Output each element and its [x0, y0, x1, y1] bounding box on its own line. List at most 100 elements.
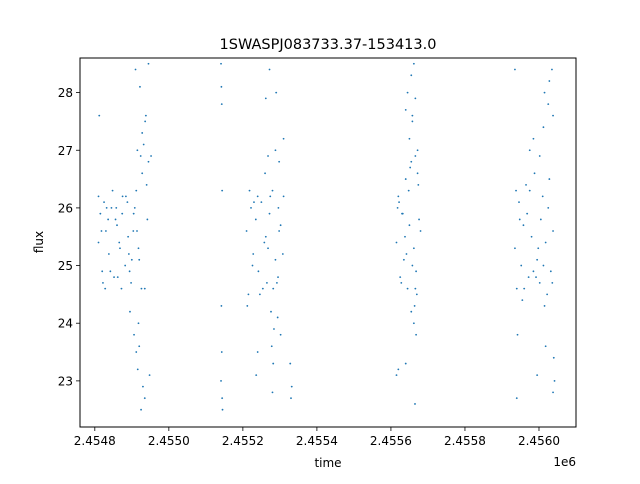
data-point	[553, 379, 556, 382]
data-point	[412, 247, 415, 250]
data-point	[136, 230, 138, 232]
data-point	[144, 114, 147, 117]
data-point	[407, 189, 410, 192]
data-point	[126, 201, 129, 204]
data-point	[137, 247, 140, 250]
plot-area-frame	[79, 57, 577, 428]
data-point	[270, 310, 272, 313]
data-point	[412, 322, 415, 325]
data-point	[146, 218, 149, 221]
data-point	[539, 218, 542, 221]
data-point	[138, 258, 141, 261]
data-point	[254, 218, 257, 221]
data-point	[276, 281, 278, 284]
data-point	[142, 143, 145, 146]
data-point	[136, 368, 139, 371]
data-point	[515, 189, 517, 192]
data-point	[142, 385, 144, 388]
data-point	[269, 195, 272, 198]
data-point	[272, 287, 275, 290]
data-point	[552, 356, 555, 359]
data-point	[270, 345, 273, 348]
data-point	[548, 80, 551, 82]
data-point	[250, 207, 252, 209]
data-point	[528, 189, 531, 192]
data-point	[404, 362, 407, 365]
x-tick-label: 2.4548	[74, 434, 116, 448]
data-point	[523, 287, 526, 290]
data-point	[413, 305, 416, 307]
data-point	[401, 212, 404, 215]
data-point	[107, 253, 110, 255]
data-point	[536, 258, 539, 261]
data-point	[532, 270, 535, 273]
data-points	[97, 62, 556, 411]
data-point	[289, 362, 292, 365]
data-point	[408, 137, 411, 140]
data-point	[415, 333, 417, 336]
x-tick-label: 2.4552	[222, 434, 264, 448]
data-point	[221, 397, 224, 400]
data-point	[411, 264, 414, 267]
data-point	[415, 270, 417, 273]
data-point	[278, 160, 281, 163]
data-point	[275, 91, 278, 94]
x-tick-label: 2.4556	[370, 434, 412, 448]
data-point	[130, 258, 133, 261]
data-point	[220, 62, 222, 65]
data-point	[257, 270, 260, 273]
data-point	[404, 235, 406, 238]
data-point	[113, 276, 115, 278]
data-point	[105, 230, 107, 232]
data-point	[546, 293, 549, 296]
data-point	[282, 195, 285, 198]
data-point	[121, 212, 124, 215]
data-point	[128, 270, 131, 273]
data-point	[98, 114, 101, 117]
x-axis-offset-label: 1e6	[553, 455, 576, 469]
data-point	[522, 224, 525, 227]
data-point	[290, 397, 292, 400]
data-point	[414, 97, 417, 100]
data-point	[124, 264, 127, 267]
data-point	[268, 68, 271, 71]
data-point	[543, 91, 546, 94]
data-point	[398, 201, 400, 204]
data-point	[416, 149, 419, 152]
data-point	[551, 281, 554, 284]
data-point	[536, 374, 539, 377]
data-point	[277, 276, 279, 278]
data-point	[409, 166, 412, 169]
data-point	[140, 287, 143, 290]
data-point	[272, 362, 275, 365]
data-point	[252, 253, 255, 255]
data-point	[255, 374, 258, 377]
data-point	[267, 247, 269, 250]
data-point	[551, 68, 553, 71]
data-point	[411, 120, 414, 123]
data-point	[276, 316, 279, 319]
chart-title: 1SWASPJ083733.37-153413.0	[220, 37, 437, 53]
data-point	[535, 276, 537, 278]
data-point	[414, 403, 416, 405]
data-point	[133, 333, 135, 336]
data-point	[221, 408, 224, 411]
data-point	[396, 207, 399, 209]
data-point	[141, 132, 144, 134]
data-point	[101, 270, 104, 273]
data-point	[274, 149, 277, 152]
data-point	[418, 218, 420, 221]
data-point	[408, 224, 411, 227]
data-point	[525, 183, 527, 186]
data-point	[136, 149, 139, 152]
data-point	[221, 189, 224, 192]
y-tick-label: 25	[58, 259, 73, 273]
data-point	[514, 68, 516, 71]
data-point	[132, 230, 135, 232]
data-point	[544, 345, 547, 348]
data-point	[140, 408, 142, 411]
data-point	[515, 287, 518, 290]
data-point	[514, 247, 516, 250]
data-point	[542, 126, 545, 129]
